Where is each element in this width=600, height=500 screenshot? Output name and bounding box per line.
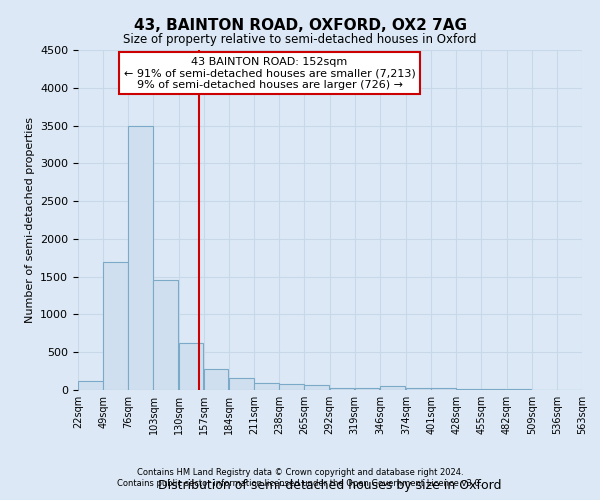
Bar xyxy=(179,343,203,390)
Bar xyxy=(481,389,506,390)
Bar xyxy=(78,381,103,390)
Bar xyxy=(128,126,153,390)
Bar xyxy=(304,386,329,390)
Bar xyxy=(103,262,128,390)
X-axis label: Distribution of semi-detached houses by size in Oxford: Distribution of semi-detached houses by … xyxy=(158,478,502,492)
Bar xyxy=(329,388,354,390)
Text: 43 BAINTON ROAD: 152sqm  
← 91% of semi-detached houses are smaller (7,213)
  9%: 43 BAINTON ROAD: 152sqm ← 91% of semi-de… xyxy=(124,57,415,90)
Bar xyxy=(279,384,304,390)
Y-axis label: Number of semi-detached properties: Number of semi-detached properties xyxy=(25,117,35,323)
Bar xyxy=(456,389,481,390)
Bar xyxy=(154,280,178,390)
Bar xyxy=(431,388,456,390)
Text: Contains HM Land Registry data © Crown copyright and database right 2024.
Contai: Contains HM Land Registry data © Crown c… xyxy=(118,468,482,487)
Bar xyxy=(229,378,254,390)
Bar xyxy=(204,369,229,390)
Bar xyxy=(254,383,279,390)
Bar xyxy=(380,386,404,390)
Text: Size of property relative to semi-detached houses in Oxford: Size of property relative to semi-detach… xyxy=(123,32,477,46)
Bar xyxy=(355,388,379,390)
Text: 43, BAINTON ROAD, OXFORD, OX2 7AG: 43, BAINTON ROAD, OXFORD, OX2 7AG xyxy=(133,18,467,32)
Bar xyxy=(406,388,431,390)
